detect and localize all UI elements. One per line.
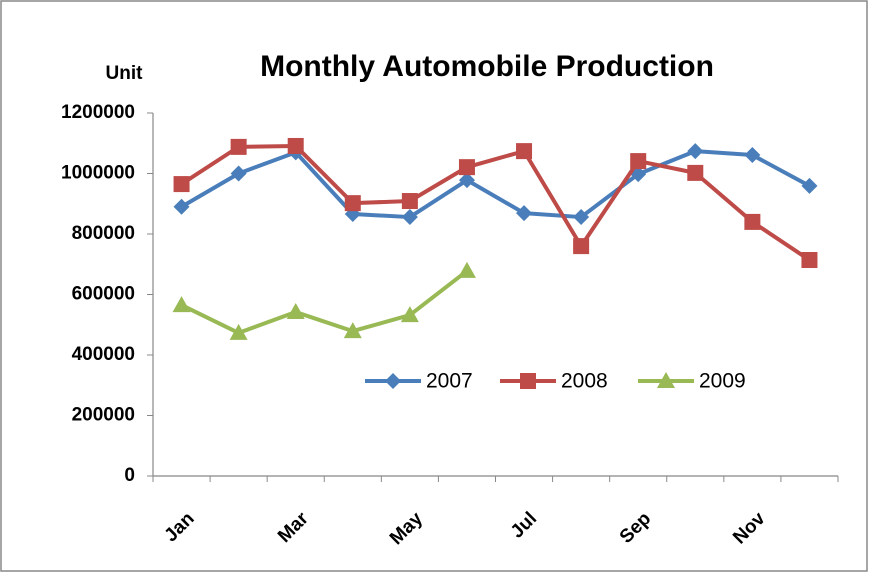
- y-tick-label: 200000: [72, 405, 135, 426]
- marker-square: [630, 153, 647, 170]
- marker-square: [516, 143, 533, 160]
- marker-diamond: [687, 143, 704, 160]
- chart-title: Monthly Automobile Production: [260, 50, 714, 83]
- marker-triangle: [229, 323, 248, 340]
- marker-square: [344, 195, 361, 212]
- y-axis-title: Unit: [106, 63, 144, 84]
- marker-square: [744, 213, 761, 230]
- marker-triangle: [457, 261, 476, 278]
- y-tick-label: 1000000: [61, 163, 135, 184]
- marker-square: [401, 193, 418, 210]
- marker-triangle: [286, 303, 305, 320]
- series-line: [180, 143, 811, 262]
- marker-triangle: [172, 296, 191, 313]
- marker-diamond: [173, 198, 190, 215]
- marker-diamond: [458, 172, 475, 189]
- marker-square: [520, 373, 536, 389]
- marker-diamond: [744, 147, 761, 164]
- marker-square: [687, 164, 704, 181]
- legend-label: 2007: [426, 370, 473, 393]
- y-tick-label: 600000: [72, 284, 135, 305]
- marker-diamond: [401, 209, 418, 226]
- legend-label: 2009: [699, 370, 746, 393]
- series-line: [180, 269, 469, 335]
- marker-diamond: [230, 165, 247, 182]
- marker-square: [230, 138, 247, 155]
- marker-diamond: [573, 209, 590, 226]
- marker-triangle: [343, 322, 362, 339]
- y-tick-label: 1200000: [61, 102, 135, 123]
- marker-square: [458, 159, 475, 176]
- y-tick-label: 800000: [72, 223, 135, 244]
- y-tick-label: 400000: [72, 344, 135, 365]
- series-line: [180, 149, 811, 220]
- legend-label: 2008: [561, 370, 608, 393]
- marker-square: [173, 176, 190, 193]
- y-tick-label: 0: [124, 465, 135, 486]
- marker-diamond: [516, 205, 533, 222]
- marker-triangle: [657, 372, 675, 388]
- marker-square: [801, 252, 818, 269]
- marker-triangle: [400, 306, 419, 323]
- marker-diamond: [385, 373, 401, 389]
- marker-square: [573, 238, 590, 255]
- marker-square: [287, 137, 304, 154]
- marker-diamond: [801, 177, 818, 194]
